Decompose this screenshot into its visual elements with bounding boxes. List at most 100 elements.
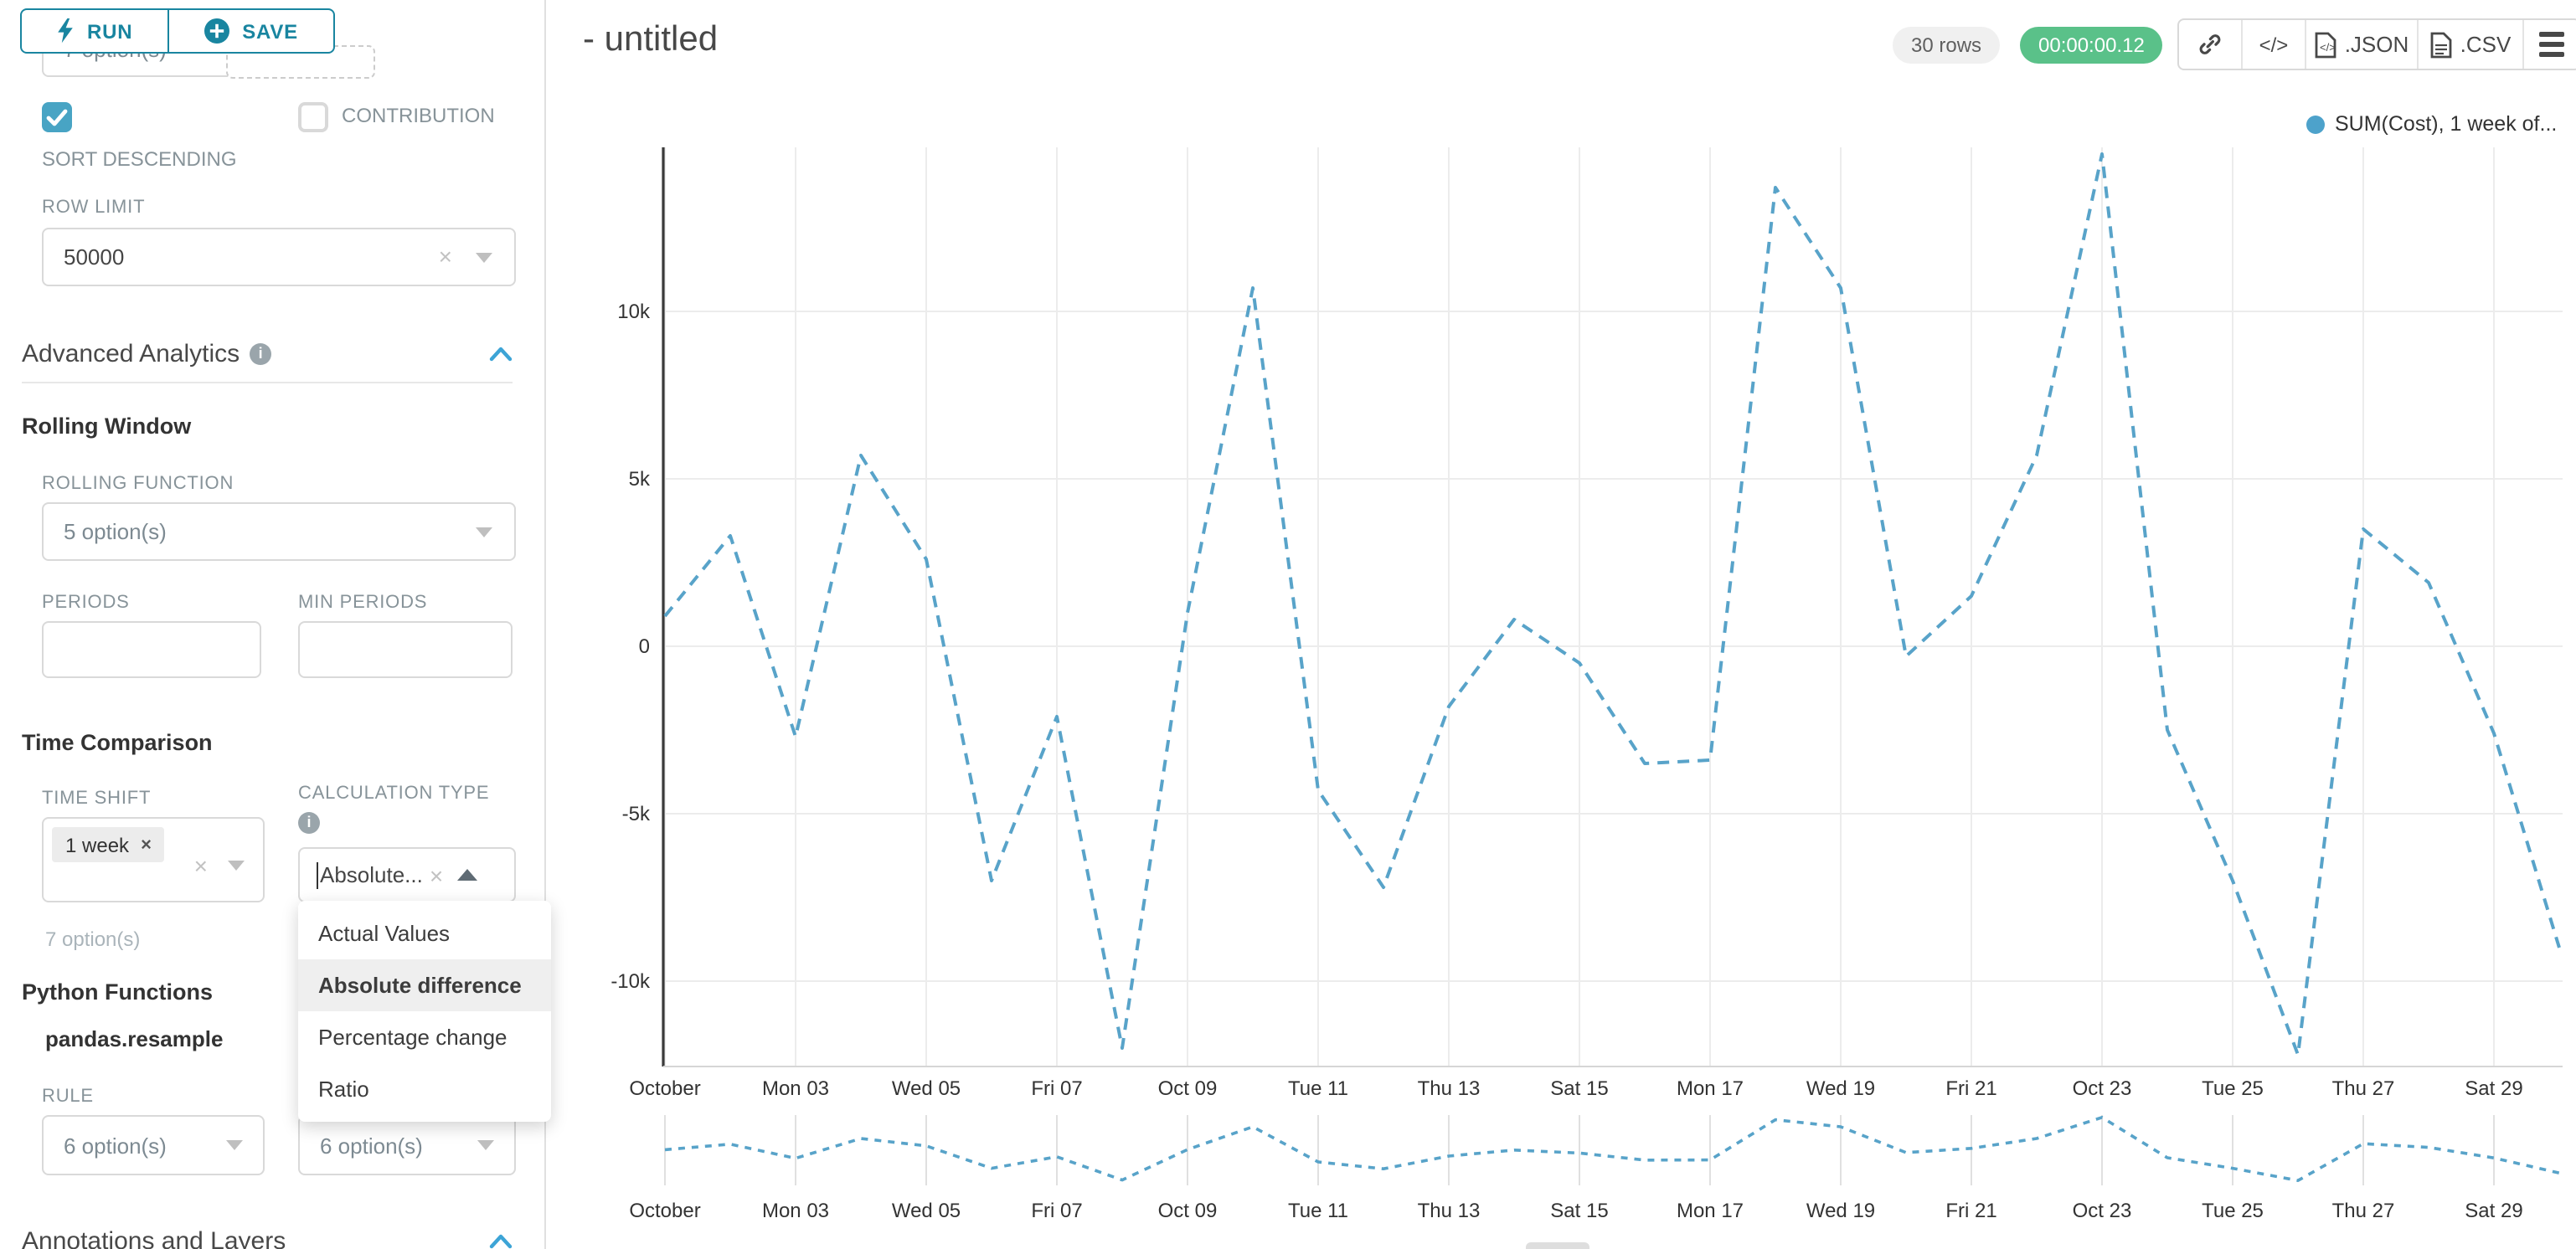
annotations-header[interactable]: Annotations and Layers [22,1227,513,1249]
x-axis-tick-label: Sat 15 [1550,1077,1608,1100]
x-axis-tick-label: Mon 17 [1677,1077,1744,1100]
chart-title[interactable]: - untitled [583,20,719,59]
chevron-up-icon[interactable] [456,869,477,881]
row-limit-value: 50000 [64,244,125,270]
chart-menu-button[interactable] [2522,20,2576,69]
chevron-down-icon [476,527,492,537]
x-axis-tick-label: Tue 25 [2202,1077,2264,1100]
periods-input[interactable] [42,621,261,678]
menu-icon [2539,32,2564,57]
x-axis-tick-label: Oct 09 [1158,1077,1218,1100]
dropdown-option[interactable]: Ratio [318,1077,369,1102]
export-toolbar: </> .JSON .CSV [2177,18,2576,70]
clear-icon[interactable] [430,863,443,887]
clear-icon[interactable] [194,854,208,877]
time-shift-select[interactable]: 1 week [42,817,265,902]
mini-x-tick-label: Oct 09 [1158,1200,1218,1222]
x-axis-tick-label: Thu 13 [1418,1077,1481,1100]
advanced-analytics-header[interactable]: Advanced Analytics [22,340,513,368]
chevron-up-icon[interactable] [489,347,513,362]
mini-x-tick-label: Thu 13 [1418,1200,1481,1222]
data-series-line [663,152,2561,1056]
chart-legend[interactable]: SUM(Cost), 1 week of... [2306,112,2557,136]
annotations-title: Annotations and Layers [22,1227,286,1249]
calculation-type-select[interactable]: Absolute... [298,847,516,902]
link-icon [2199,34,2221,54]
chevron-down-icon[interactable] [476,253,492,263]
calculation-type-label: CALCULATION TYPE [298,784,490,804]
remove-tag-icon[interactable] [141,835,152,855]
mini-x-tick-label: Fri 07 [1031,1200,1082,1222]
fill-method-select[interactable]: 6 option(s) [298,1115,516,1175]
contribution-control[interactable]: CONTRIBUTION [298,102,495,132]
chevron-up-icon[interactable] [489,1234,513,1249]
legend-dot-icon [2306,115,2325,133]
export-json-button[interactable]: </> .JSON [2305,20,2417,69]
time-shift-tag[interactable]: 1 week [52,827,165,862]
svg-text:</>: </> [2320,40,2336,53]
export-csv-button[interactable]: .CSV [2417,20,2522,69]
clear-icon[interactable] [439,244,452,268]
view-query-button[interactable] [2241,20,2305,69]
rule-label: RULE [42,1087,94,1107]
sort-descending-checkbox[interactable] [42,102,72,132]
mini-x-tick-label: Wed 05 [892,1200,961,1222]
x-axis-tick-label: Fri 21 [1945,1077,1996,1100]
mini-x-tick-label: Oct 23 [2073,1200,2132,1222]
save-button[interactable]: SAVE [167,8,335,54]
x-axis-tick-label: Wed 05 [892,1077,961,1100]
csv-file-icon [2430,31,2452,58]
y-axis-tick-label: 0 [639,635,650,658]
y-axis-tick-label: 10k [617,301,651,323]
sort-descending-label: SORT DESCENDING [42,147,237,171]
copy-link-button[interactable] [2179,20,2241,69]
python-functions-title: Python Functions [22,979,213,1005]
sort-descending-control[interactable]: SORT DESCENDING [42,102,246,174]
info-icon [298,812,320,834]
contribution-checkbox[interactable] [298,102,328,132]
timeseries-line-chart[interactable]: 10k 5k 0 -5k -10k October October Mon 03 Mon 03 W… [546,0,2576,1249]
x-axis-tick-label: Wed 19 [1806,1077,1875,1100]
y-axis-tick-label: 5k [629,468,651,491]
rule-select[interactable]: 6 option(s) [42,1115,265,1175]
rule-value: 6 option(s) [64,1133,167,1158]
mini-x-tick-label: Sat 15 [1550,1200,1608,1222]
mini-x-tick-label: Mon 03 [762,1200,829,1222]
mini-x-tick-label: Thu 27 [2332,1200,2395,1222]
x-axis-tick-label: Tue 11 [1288,1077,1348,1100]
time-shift-tag-label: 1 week [65,833,130,856]
y-axis-tick-label: -10k [611,970,651,993]
x-axis-tick-label: Thu 27 [2332,1077,2395,1100]
x-axis-tick-label: Sat 29 [2465,1077,2522,1100]
rolling-function-select[interactable]: 5 option(s) [42,502,516,561]
mini-x-tick-label: Tue 25 [2202,1200,2264,1222]
calculation-type-dropdown: Actual Values Absolute difference Percenta… [298,901,551,1122]
contribution-label: CONTRIBUTION [342,104,495,127]
x-axis-tick-label: October [629,1077,700,1100]
text-cursor [317,861,318,888]
csv-label: .CSV [2460,32,2512,57]
advanced-analytics-title: Advanced Analytics [22,340,240,368]
pandas-resample-label: pandas.resample [45,1026,224,1051]
section-divider [22,382,513,383]
time-shift-helper: 7 option(s) [45,928,141,951]
legend-label: SUM(Cost), 1 week of... [2335,112,2558,136]
row-limit-label: ROW LIMIT [42,198,146,218]
json-label: .JSON [2344,32,2409,57]
dropdown-option[interactable]: Absolute difference [298,959,551,1011]
dropdown-option[interactable]: Actual Values [318,921,451,946]
time-shift-label: TIME SHIFT [42,789,152,809]
chevron-down-icon[interactable] [228,861,245,871]
mini-x-tick-label: October [629,1200,700,1222]
bottom-panel-fragment [1526,1242,1589,1249]
dropdown-option[interactable]: Percentage change [318,1025,507,1050]
row-limit-select[interactable]: 50000 [42,228,516,286]
rolling-window-title: Rolling Window [22,414,192,439]
y-axis-tick-label: -5k [622,803,651,825]
min-periods-input[interactable] [298,621,513,678]
json-file-icon: </> [2315,31,2336,58]
plus-circle-icon [204,18,229,44]
run-button[interactable]: RUN [20,8,170,54]
x-axis-tick-label: Oct 23 [2073,1077,2132,1100]
